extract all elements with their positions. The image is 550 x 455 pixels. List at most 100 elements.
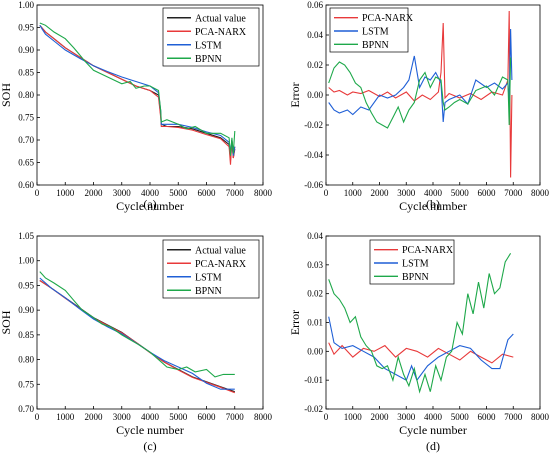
panel-caption: (b): [426, 197, 440, 211]
legend-label: BPNN: [362, 40, 389, 51]
y-tick-label: 0.00: [307, 90, 323, 100]
y-tick-label: 0.70: [18, 404, 34, 414]
x-tick-label: 8000: [531, 188, 550, 198]
legend-label: LSTM: [195, 272, 222, 283]
y-tick-label: 0.75: [18, 113, 34, 123]
x-tick-label: 8000: [254, 412, 273, 422]
x-tick-label: 4000: [424, 188, 443, 198]
y-tick-label: 0.02: [307, 60, 323, 70]
legend-label: LSTM: [362, 27, 389, 38]
panel-b-error-chart: 0 1000 2000 3000 4000 5000 6000 7000 8000 -0.06 -0…: [288, 0, 550, 213]
panel-caption: (a): [143, 197, 156, 211]
y-tick-label: 0.90: [18, 305, 34, 315]
legend-label: Actual value: [195, 13, 246, 24]
y-tick-label: 0.95: [18, 280, 34, 290]
series-line-bpnn: [39, 271, 235, 378]
y-tick-label: 0.04: [307, 231, 323, 241]
x-axis-label: Cycle number: [116, 199, 184, 213]
series-line-lstm: [328, 28, 513, 123]
y-axis-label: Error: [288, 310, 302, 335]
y-tick-label: -0.04: [304, 150, 323, 160]
series-line-pca-narx: [328, 342, 514, 364]
x-tick-label: 1000: [344, 412, 363, 422]
legend-label: BPNN: [195, 54, 222, 65]
panel-a-soh-chart: 0 1000 2000 3000 4000 5000 6000 7000 8000 0.60 0.6…: [0, 0, 273, 213]
x-tick-label: 5000: [169, 412, 188, 422]
x-tick-label: 3000: [397, 188, 416, 198]
x-tick-label: 2000: [371, 188, 390, 198]
panel-caption: (c): [143, 439, 156, 453]
y-tick-label: 0.03: [307, 260, 323, 270]
y-tick-label: 0.01: [307, 318, 323, 328]
x-tick-label: 2000: [85, 188, 104, 198]
series-line-bpnn: [328, 57, 512, 129]
legend-label: BPNN: [402, 272, 429, 283]
x-tick-label: 3000: [113, 188, 132, 198]
x-tick-label: 0: [35, 412, 40, 422]
y-tick-label: -0.06: [304, 180, 323, 190]
x-tick-label: 7000: [504, 188, 523, 198]
legend-label: Actual value: [195, 245, 246, 256]
series-line-bpnn: [39, 22, 236, 156]
y-tick-label: 1.00: [18, 0, 34, 10]
x-tick-label: 5000: [451, 412, 470, 422]
legend-label: LSTM: [402, 259, 429, 270]
x-tick-label: 4000: [141, 412, 160, 422]
y-tick-label: 0.65: [18, 158, 34, 168]
y-tick-label: 0.80: [18, 90, 34, 100]
x-tick-label: 6000: [198, 188, 217, 198]
series-line-bpnn: [328, 253, 512, 394]
y-axis-label: SOH: [0, 310, 13, 334]
legend-label: PCA-NARX: [195, 259, 247, 270]
x-tick-label: 1000: [56, 188, 75, 198]
x-tick-label: 7000: [226, 188, 245, 198]
x-axis-label: Cycle number: [116, 423, 184, 437]
legend-label: BPNN: [195, 286, 222, 297]
x-tick-label: 4000: [141, 188, 160, 198]
legend-label: PCA-NARX: [402, 245, 454, 256]
legend-label: PCA-NARX: [195, 27, 247, 38]
x-tick-label: 0: [324, 412, 329, 422]
x-tick-label: 0: [35, 188, 40, 198]
y-tick-label: 0.06: [307, 0, 323, 10]
x-tick-label: 2000: [85, 412, 104, 422]
x-tick-label: 6000: [478, 412, 497, 422]
y-tick-label: 0.00: [307, 346, 323, 356]
x-tick-label: 0: [324, 188, 329, 198]
x-tick-label: 5000: [169, 188, 188, 198]
series-line-pca-narx: [328, 10, 513, 178]
y-tick-label: 0.60: [18, 180, 34, 190]
panel-caption: (d): [426, 439, 440, 453]
x-tick-label: 7000: [226, 412, 245, 422]
legend-label: PCA-NARX: [362, 13, 414, 24]
panel-d-error-chart: 0 1000 2000 3000 4000 5000 6000 7000 8000 -0.02 -0…: [288, 231, 550, 453]
x-tick-label: 3000: [397, 412, 416, 422]
x-tick-label: 6000: [198, 412, 217, 422]
legend: Actual value PCA-NARX LSTM BPNN: [162, 7, 260, 67]
legend: Actual value PCA-NARX LSTM BPNN: [162, 239, 260, 299]
x-tick-label: 2000: [371, 412, 390, 422]
y-tick-label: 0.85: [18, 68, 34, 78]
x-tick-label: 1000: [344, 188, 363, 198]
panel-c-soh-chart: 0 1000 2000 3000 4000 5000 6000 7000 8000 0.70 0.7…: [0, 231, 273, 453]
x-tick-label: 8000: [254, 188, 273, 198]
legend: PCA-NARX LSTM BPNN: [369, 239, 455, 285]
y-tick-label: 0.80: [18, 355, 34, 365]
y-tick-label: 0.02: [307, 289, 323, 299]
y-tick-label: 0.90: [18, 45, 34, 55]
y-tick-label: 0.85: [18, 330, 34, 340]
y-axis-label: Error: [288, 82, 302, 107]
y-tick-label: 1.05: [18, 231, 34, 241]
y-tick-label: 0.04: [307, 30, 323, 40]
legend-label: LSTM: [195, 40, 222, 51]
y-tick-label: -0.01: [304, 375, 323, 385]
x-tick-label: 5000: [451, 188, 470, 198]
y-tick-label: 0.75: [18, 379, 34, 389]
y-tick-label: 0.70: [18, 135, 34, 145]
x-axis-label: Cycle number: [399, 423, 467, 437]
x-tick-label: 1000: [56, 412, 75, 422]
y-tick-label: 0.95: [18, 23, 34, 33]
y-tick-label: -0.02: [304, 404, 323, 414]
legend: PCA-NARX LSTM BPNN: [329, 7, 414, 53]
